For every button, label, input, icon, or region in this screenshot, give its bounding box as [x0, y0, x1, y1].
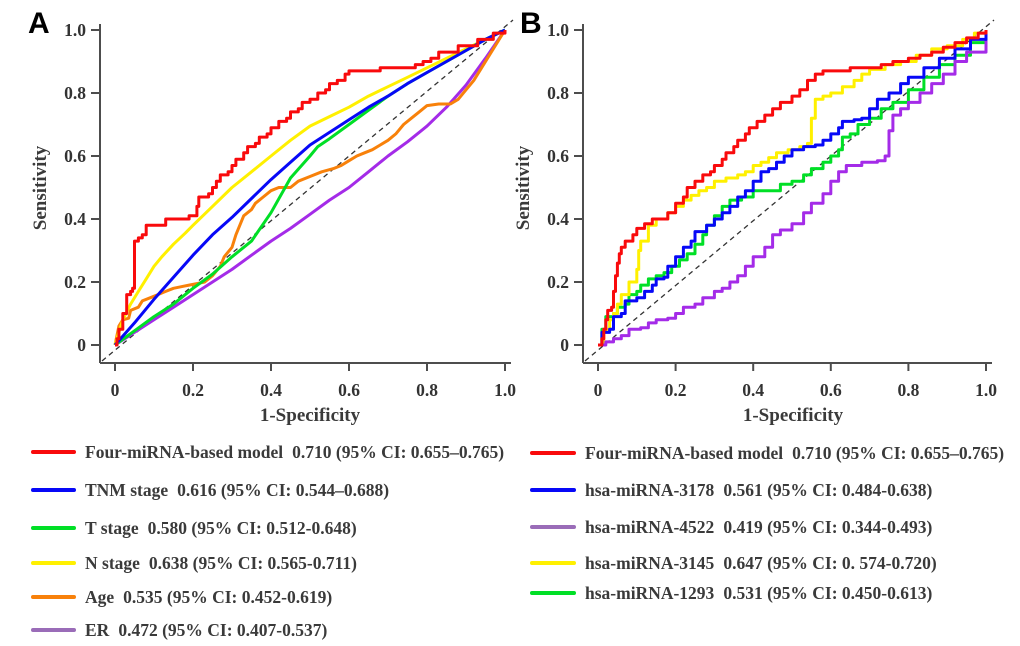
- legend-item: Four-miRNA-based model 0.710 (95% CI: 0.6…: [530, 441, 1004, 465]
- legend-auc-value: 0.647 (95% CI: 0. 574-0.720): [723, 552, 937, 573]
- panel-a-xaxis-title: 1-Specificity: [260, 405, 361, 426]
- y-tick-label: 0.4: [64, 209, 86, 229]
- legend-line-swatch: [31, 488, 76, 492]
- x-tick-label: 0: [111, 380, 120, 400]
- legend-item: hsa-miRNA-3145 0.647 (95% CI: 0. 574-0.72…: [530, 551, 937, 575]
- legend-series-name: hsa-miRNA-1293: [585, 582, 715, 603]
- roc-curve-hsa-mirna-1293: [598, 30, 988, 347]
- panel-b-letter: B: [520, 7, 542, 40]
- legend-auc-value: 0.580 (95% CI: 0.512-0.648): [147, 517, 357, 538]
- legend-line-swatch: [530, 525, 576, 529]
- legend-item: hsa-miRNA-3178 0.561 (95% CI: 0.484-0.638…: [530, 478, 932, 502]
- panel-a-letter: A: [28, 7, 50, 40]
- legend-item: hsa-miRNA-4522 0.419 (95% CI: 0.344-0.493…: [530, 515, 932, 539]
- roc-curve-four-mirna-based-model: [115, 30, 507, 347]
- legend-series-name: hsa-miRNA-3178: [585, 479, 715, 500]
- legend-auc-value: 0.561 (95% CI: 0.484-0.638): [723, 479, 933, 500]
- legend-item: Age 0.535 (95% CI: 0.452-0.619): [31, 585, 332, 609]
- x-tick-label: 0.8: [416, 380, 438, 400]
- legend-series-name: N stage: [85, 552, 140, 573]
- legend-line-swatch: [530, 488, 576, 492]
- roc-curve-n-stage: [113, 28, 506, 346]
- legend-line-swatch: [31, 561, 76, 565]
- y-tick-label: 0.4: [547, 209, 569, 229]
- x-tick-label: 0.4: [260, 380, 282, 400]
- legend-item: ER 0.472 (95% CI: 0.407-0.537): [31, 618, 327, 642]
- legend-series-name: T stage: [85, 517, 139, 538]
- y-tick-label: 0.2: [547, 272, 569, 292]
- panel-b-plot: 0 0 0.2 0.2 0.4 0.4 0.6 0.6 0.8 0.8 1.0 1.0: [547, 19, 997, 400]
- roc-curve-tnm-stage: [113, 28, 506, 346]
- x-tick-label: 0.6: [820, 380, 842, 400]
- legend-item: TNM stage 0.616 (95% CI: 0.544–0.688): [31, 478, 389, 502]
- legend-auc-value: 0.531 (95% CI: 0.450-0.613): [723, 582, 933, 603]
- legend-line-swatch: [31, 450, 76, 454]
- legend-item: N stage 0.638 (95% CI: 0.565-0.711): [31, 551, 357, 575]
- y-tick-label: 0.8: [547, 83, 569, 103]
- legend-line-swatch: [530, 451, 576, 455]
- legend-line-swatch: [530, 561, 576, 565]
- legend-series-name: Four-miRNA-based model: [585, 442, 784, 463]
- legend-auc-value: 0.638 (95% CI: 0.565-0.711): [148, 552, 357, 573]
- legend-line-swatch: [31, 628, 76, 632]
- legend-series-name: hsa-miRNA-4522: [585, 516, 715, 537]
- y-tick-label: 0.2: [64, 272, 86, 292]
- legend-series-name: Four-miRNA-based model: [85, 441, 284, 462]
- y-tick-label: 0: [77, 335, 86, 355]
- legend-series-name: hsa-miRNA-3145: [585, 552, 715, 573]
- legend-auc-value: 0.616 (95% CI: 0.544–0.688): [177, 479, 390, 500]
- legend-series-name: TNM stage: [85, 479, 169, 500]
- diagonal-reference-line: [101, 19, 514, 362]
- panel-b-yaxis-title: Sensitivity: [513, 145, 534, 230]
- x-tick-label: 1.0: [975, 380, 997, 400]
- panel-a-yaxis-title: Sensitivity: [30, 145, 51, 230]
- legend-item: hsa-miRNA-1293 0.531 (95% CI: 0.450-0.613…: [530, 581, 932, 605]
- legend-auc-value: 0.535 (95% CI: 0.452-0.619): [123, 586, 333, 607]
- legend-line-swatch: [31, 526, 76, 530]
- y-tick-label: 0.8: [64, 83, 86, 103]
- roc-curve-hsa-mirna-3178: [598, 30, 988, 347]
- panel-b-xaxis-title: 1-Specificity: [743, 405, 844, 426]
- legend-series-name: ER: [85, 619, 110, 640]
- legend-line-swatch: [31, 595, 76, 599]
- y-tick-label: 0: [560, 335, 569, 355]
- roc-curve-hsa-mirna-4522: [598, 30, 988, 347]
- x-tick-label: 0.8: [897, 380, 919, 400]
- legend-auc-value: 0.472 (95% CI: 0.407-0.537): [118, 619, 328, 640]
- legend-line-swatch: [530, 591, 576, 595]
- roc-curve-hsa-mirna-3145: [598, 30, 988, 347]
- x-tick-label: 0: [594, 380, 603, 400]
- diagonal-reference-line: [584, 19, 995, 362]
- roc-curve-four-mirna-based-model: [598, 30, 988, 347]
- roc-curve-er: [114, 29, 507, 347]
- legend-series-name: Age: [85, 586, 115, 607]
- roc-curve-age: [113, 29, 507, 346]
- panel-a-plot: 0 0 0.2 0.2 0.4 0.4 0.6 0.6 0.8 0.8 1.0 1.0: [64, 19, 516, 400]
- x-tick-label: 0.6: [338, 380, 360, 400]
- y-tick-label: 0.6: [64, 146, 86, 166]
- x-tick-label: 0.2: [182, 380, 204, 400]
- x-tick-label: 0.4: [742, 380, 764, 400]
- legend-item: Four-miRNA-based model 0.710 (95% CI: 0.6…: [31, 440, 504, 464]
- roc-plots: A B 000.20.20.40.40.60.60.80.81.01.0 000…: [28, 7, 997, 426]
- roc-curve-t-stage: [114, 28, 506, 347]
- y-tick-label: 0.6: [547, 146, 569, 166]
- legend-auc-value: 0.710 (95% CI: 0.655–0.765): [292, 441, 505, 462]
- y-tick-label: 1.0: [547, 20, 569, 40]
- legend-auc-value: 0.710 (95% CI: 0.655–0.765): [792, 442, 1005, 463]
- legend-item: T stage 0.580 (95% CI: 0.512-0.648): [31, 516, 357, 540]
- x-tick-label: 1.0: [494, 380, 516, 400]
- y-tick-label: 1.0: [64, 20, 86, 40]
- x-tick-label: 0.2: [665, 380, 687, 400]
- legend-auc-value: 0.419 (95% CI: 0.344-0.493): [723, 516, 933, 537]
